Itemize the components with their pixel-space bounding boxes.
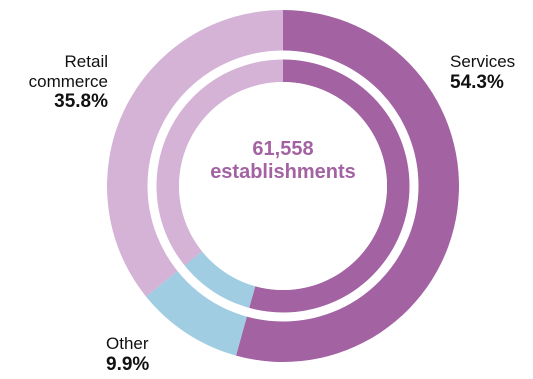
slice-label-retail-commerce: Retail commerce 35.8% — [0, 52, 108, 113]
outer-slice-other — [145, 258, 253, 356]
slice-label-other: Other 9.9% — [106, 334, 149, 375]
outer-ring — [106, 10, 459, 362]
slice-label-retail-value: 35.8% — [54, 91, 108, 113]
outer-slice-retail — [106, 10, 283, 297]
slice-label-other-value: 9.9% — [106, 353, 150, 375]
slice-label-retail-name-line2: commerce — [28, 71, 108, 91]
slice-label-other-name: Other — [106, 334, 149, 353]
ring-gap — [147, 50, 419, 322]
slice-label-retail-name-line1: Retail — [64, 52, 108, 71]
slice-label-services-value: 54.3% — [450, 71, 504, 93]
slice-label-services: Services 54.3% — [450, 52, 515, 93]
inner-ring — [157, 60, 410, 312]
inner-slice-services — [249, 60, 410, 312]
inner-slice-other — [184, 251, 256, 308]
outer-slice-services — [236, 10, 459, 362]
inner-slice-retail — [157, 60, 283, 266]
slice-label-services-name: Services — [450, 52, 516, 71]
donut-hole — [179, 82, 387, 290]
